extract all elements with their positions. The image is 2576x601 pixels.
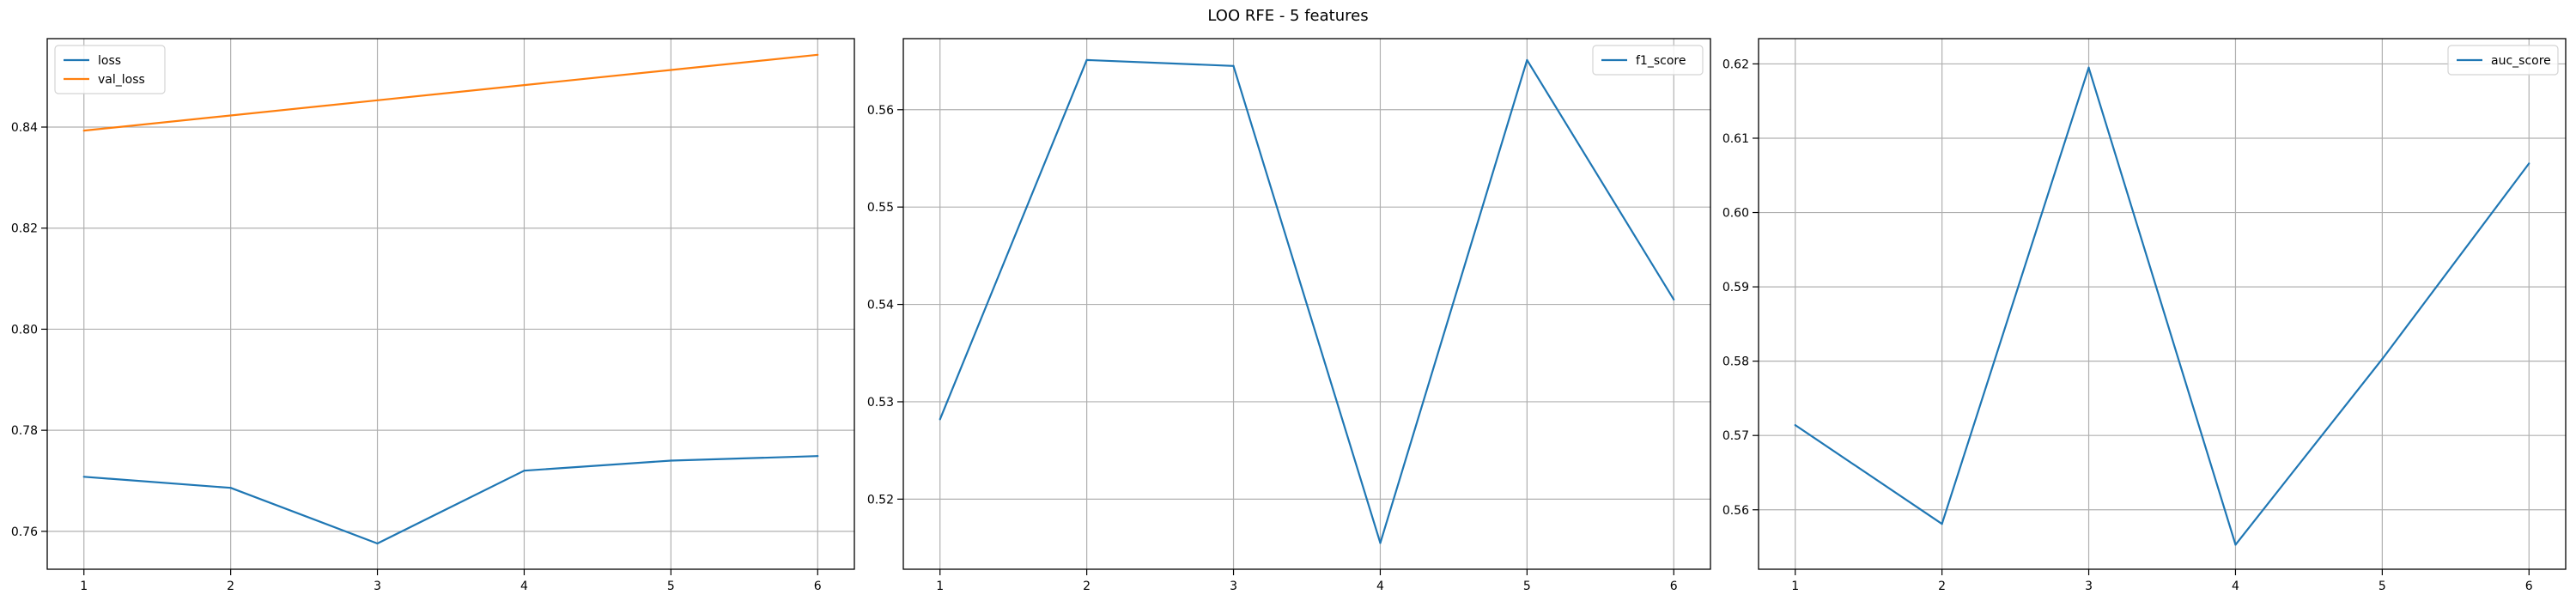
x-tick-label: 6 (2525, 580, 2533, 593)
data-point-f1_score (1085, 58, 1088, 62)
data-point-loss (376, 542, 379, 545)
y-tick-label: 0.78 (11, 424, 38, 438)
data-point-val_loss (376, 99, 379, 101)
x-tick-label: 3 (2085, 580, 2093, 593)
x-tick-label: 4 (1376, 580, 1384, 593)
y-tick-label: 0.56 (867, 104, 894, 118)
data-point-auc_score (2087, 66, 2090, 69)
data-point-auc_score (2528, 162, 2530, 165)
legend-box (2447, 45, 2559, 76)
x-tick-label: 5 (667, 580, 675, 593)
y-tick-label: 0.76 (11, 525, 38, 539)
x-tick-label: 4 (2232, 580, 2239, 593)
y-tick-label: 0.59 (1722, 281, 1749, 294)
y-tick-label: 0.57 (1722, 429, 1749, 443)
data-point-val_loss (670, 69, 672, 71)
y-tick-label: 0.58 (1722, 355, 1749, 369)
x-tick-label: 5 (1523, 580, 1531, 593)
series-line-loss (83, 455, 818, 545)
y-tick-label: 0.53 (867, 396, 894, 410)
data-point-val_loss (229, 114, 232, 117)
y-tick-label: 0.82 (11, 222, 38, 236)
x-tick-label: 1 (936, 580, 944, 593)
series-line-auc_score (1795, 66, 2530, 546)
data-point-loss (229, 487, 232, 489)
x-tick-label: 2 (1938, 580, 1946, 593)
x-tick-label: 2 (227, 580, 234, 593)
legend: f1_score (1592, 45, 1704, 76)
x-tick-label: 6 (1670, 580, 1678, 593)
figure-title: LOO RFE - 5 features (1207, 7, 1369, 25)
y-tick-label: 0.54 (867, 299, 894, 313)
y-tick-label: 0.56 (1722, 504, 1749, 518)
legend: auc_score (2447, 45, 2559, 76)
data-point-auc_score (1941, 523, 1943, 525)
x-tick-label: 3 (1230, 580, 1237, 593)
y-tick-label: 0.61 (1722, 132, 1749, 146)
data-point-f1_score (1673, 298, 1675, 300)
data-point-val_loss (82, 130, 85, 132)
y-tick-label: 0.55 (867, 201, 894, 215)
chart-panel-1: 1 2 3 4 5 6 0.76 0.78 0.80 0.82 0.84 loss val_loss (11, 38, 855, 593)
legend-label-val_loss: val_loss (98, 73, 145, 87)
data-point-val_loss (523, 84, 526, 87)
legend-box (1592, 45, 1704, 76)
series-line-f1_score (939, 58, 1675, 544)
chart-panel-3: 1 2 3 4 5 6 0.56 0.57 0.58 0.59 0.60 0.61 0.62 auc_sc… (1722, 38, 2567, 593)
data-point-f1_score (1232, 64, 1235, 67)
x-tick-label: 3 (374, 580, 381, 593)
axes-frame (46, 38, 855, 570)
x-tick-label: 2 (1083, 580, 1091, 593)
data-point-loss (82, 476, 85, 478)
data-point-auc_score (2381, 357, 2384, 361)
axes-frame (902, 38, 1711, 570)
legend: loss val_loss (54, 45, 166, 94)
x-tick-label: 5 (2379, 580, 2386, 593)
x-tick-label: 4 (520, 580, 528, 593)
data-point-loss (817, 455, 819, 458)
data-point-auc_score (2234, 543, 2237, 546)
data-point-val_loss (817, 53, 819, 56)
y-tick-label: 0.62 (1722, 58, 1749, 71)
data-point-loss (523, 470, 526, 472)
x-tick-label: 1 (1791, 580, 1799, 593)
y-tick-label: 0.80 (11, 323, 38, 337)
data-point-auc_score (1794, 423, 1796, 427)
data-point-loss (670, 459, 672, 462)
chart-panel-2: 1 2 3 4 5 6 0.52 0.53 0.54 0.55 0.56 f1_score (867, 38, 1711, 593)
data-point-f1_score (1379, 542, 1382, 544)
legend-box (54, 45, 166, 94)
x-tick-label: 6 (814, 580, 822, 593)
axes-frame (1758, 38, 2567, 570)
legend-label-f1_score: f1_score (1636, 54, 1686, 68)
y-tick-label: 0.84 (11, 121, 38, 135)
legend-label-loss: loss (98, 54, 121, 68)
y-tick-label: 0.60 (1722, 207, 1749, 221)
data-point-f1_score (1526, 58, 1528, 62)
data-point-f1_score (939, 418, 941, 421)
series-line-val_loss (83, 53, 818, 132)
x-tick-label: 1 (80, 580, 88, 593)
legend-label-auc_score: auc_score (2491, 54, 2551, 68)
y-tick-label: 0.52 (867, 493, 894, 507)
